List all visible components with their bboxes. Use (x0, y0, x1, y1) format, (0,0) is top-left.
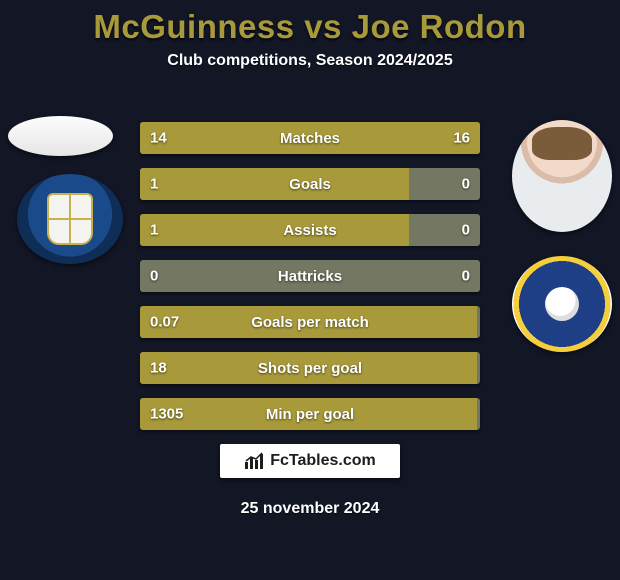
stat-row: 1 0 Assists (140, 214, 480, 246)
subtitle: Club competitions, Season 2024/2025 (0, 52, 620, 70)
stat-value-right: 0 (462, 222, 470, 239)
stat-value-left: 18 (150, 360, 167, 377)
club-right-badge (512, 256, 612, 352)
stat-bars: 14 16 Matches 1 0 Goals 1 0 Assists 0 0 Hattricks 0.… (140, 122, 480, 444)
stat-label: Assists (283, 222, 336, 239)
shield-icon (47, 193, 93, 245)
stat-value-left: 0 (150, 268, 158, 285)
stat-value-right: 16 (453, 130, 470, 147)
player-right-avatar (512, 120, 612, 232)
stat-row: 0.07 Goals per match (140, 306, 480, 338)
stat-value-right: 0 (462, 268, 470, 285)
watermark-text: FcTables.com (270, 452, 376, 470)
stat-label: Shots per goal (258, 360, 362, 377)
stat-value-right: 0 (462, 176, 470, 193)
date-label: 25 november 2024 (0, 500, 620, 518)
bars-icon (244, 452, 266, 470)
page-title: McGuinness vs Joe Rodon (0, 0, 620, 46)
stat-label: Matches (280, 130, 340, 147)
stat-value-left: 0.07 (150, 314, 179, 331)
stat-value-left: 1 (150, 222, 158, 239)
stat-row: 14 16 Matches (140, 122, 480, 154)
stat-label: Goals per match (251, 314, 369, 331)
stat-row: 1305 Min per goal (140, 398, 480, 430)
club-left-badge (17, 174, 123, 264)
watermark: FcTables.com (220, 444, 400, 478)
stat-label: Hattricks (278, 268, 342, 285)
stat-value-left: 14 (150, 130, 167, 147)
player-left-avatar (8, 116, 113, 156)
stat-row: 18 Shots per goal (140, 352, 480, 384)
comparison-card: McGuinness vs Joe Rodon Club competition… (0, 0, 620, 580)
stat-value-left: 1305 (150, 406, 183, 423)
stat-row: 0 0 Hattricks (140, 260, 480, 292)
stat-value-left: 1 (150, 176, 158, 193)
stat-row: 1 0 Goals (140, 168, 480, 200)
stat-label: Goals (289, 176, 331, 193)
stat-label: Min per goal (266, 406, 354, 423)
